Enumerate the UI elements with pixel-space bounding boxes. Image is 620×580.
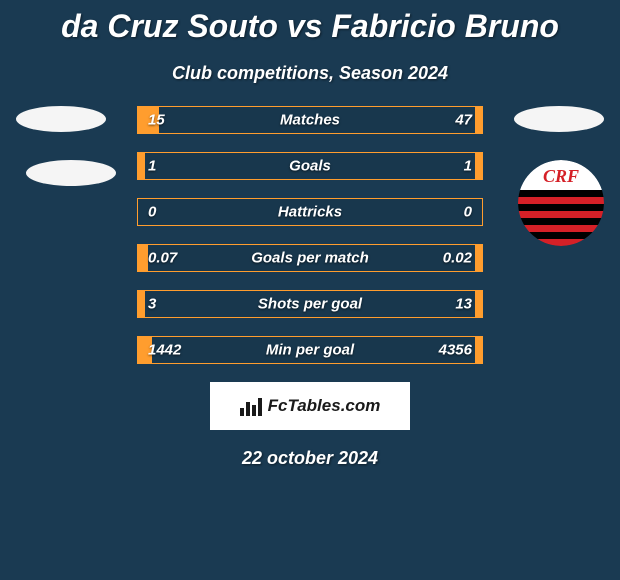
stat-label: Shots per goal: [258, 296, 362, 313]
stat-fill-right: [475, 291, 482, 317]
stat-row: 15 Matches 47: [137, 106, 483, 134]
comparison-container: CRF 15 Matches 47 1 Goals 1 0 Hattricks 0 0.07 Goa…: [0, 106, 620, 364]
stat-right-value: 4356: [439, 342, 472, 359]
branding-box: FcTables.com: [210, 382, 410, 430]
stat-right-value: 1: [464, 158, 472, 175]
stat-left-value: 1: [148, 158, 156, 175]
stat-row: 0.07 Goals per match 0.02: [137, 244, 483, 272]
stat-fill-right: [475, 107, 482, 133]
stats-list: 15 Matches 47 1 Goals 1 0 Hattricks 0 0.07 Goals p…: [137, 106, 483, 364]
stat-label: Hattricks: [278, 204, 342, 221]
stat-left-value: 0.07: [148, 250, 177, 267]
stat-label: Min per goal: [266, 342, 354, 359]
stat-left-value: 0: [148, 204, 156, 221]
stat-label: Goals: [289, 158, 331, 175]
player-left-avatar-placeholder-2: [26, 160, 116, 186]
stat-row: 3 Shots per goal 13: [137, 290, 483, 318]
player-right-avatar-placeholder: [514, 106, 604, 132]
stat-left-value: 15: [148, 112, 165, 129]
stat-row: 1442 Min per goal 4356: [137, 336, 483, 364]
stat-right-value: 0: [464, 204, 472, 221]
stat-label: Goals per match: [251, 250, 369, 267]
branding-text: FcTables.com: [268, 396, 381, 416]
stat-fill-left: [138, 153, 145, 179]
stat-fill-right: [475, 337, 482, 363]
page-title: da Cruz Souto vs Fabricio Bruno: [0, 0, 620, 45]
subtitle: Club competitions, Season 2024: [0, 63, 620, 84]
stat-left-value: 1442: [148, 342, 181, 359]
stat-right-value: 0.02: [443, 250, 472, 267]
stat-left-value: 3: [148, 296, 156, 313]
bar-chart-icon: [240, 396, 262, 416]
stat-row: 0 Hattricks 0: [137, 198, 483, 226]
stat-row: 1 Goals 1: [137, 152, 483, 180]
player-left-avatar-placeholder-1: [16, 106, 106, 132]
club-badge-flamengo: CRF: [518, 160, 604, 246]
stat-label: Matches: [280, 112, 340, 129]
stat-fill-right: [475, 245, 482, 271]
date-label: 22 october 2024: [0, 448, 620, 469]
svg-text:CRF: CRF: [543, 166, 579, 186]
stat-right-value: 47: [455, 112, 472, 129]
stat-right-value: 13: [455, 296, 472, 313]
stat-fill-left: [138, 291, 145, 317]
stat-fill-right: [475, 153, 482, 179]
stat-fill-left: [138, 245, 148, 271]
